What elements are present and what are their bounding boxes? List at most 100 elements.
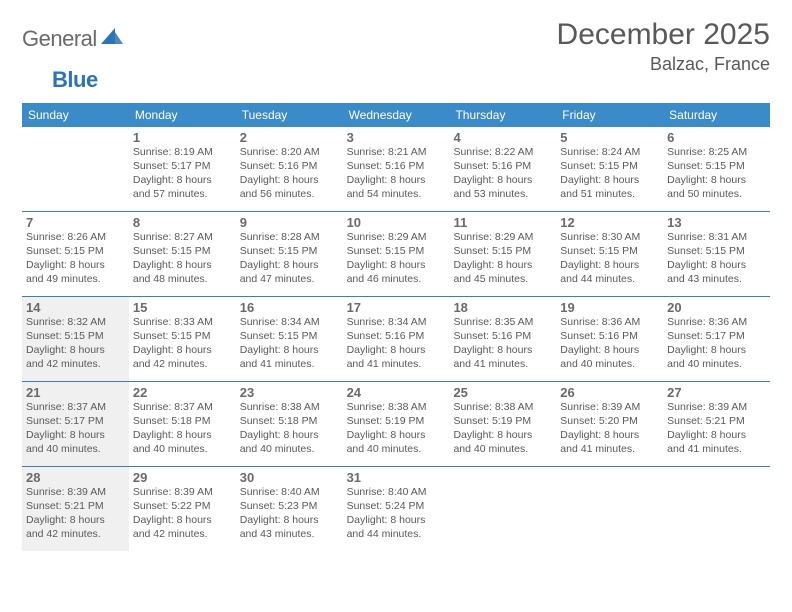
sunset-text: Sunset: 5:16 PM bbox=[240, 160, 339, 174]
daylight-text: Daylight: 8 hours and 56 minutes. bbox=[240, 174, 339, 202]
daylight-text: Daylight: 8 hours and 51 minutes. bbox=[560, 174, 659, 202]
day-info: Sunrise: 8:34 AMSunset: 5:16 PMDaylight:… bbox=[347, 316, 446, 371]
logo-triangle-icon bbox=[101, 28, 123, 51]
calendar-cell: 11Sunrise: 8:29 AMSunset: 5:15 PMDayligh… bbox=[449, 212, 556, 296]
sunset-text: Sunset: 5:15 PM bbox=[26, 245, 125, 259]
brand-text-1: General bbox=[22, 26, 97, 52]
sunrise-text: Sunrise: 8:19 AM bbox=[133, 146, 232, 160]
sunrise-text: Sunrise: 8:37 AM bbox=[133, 401, 232, 415]
sunset-text: Sunset: 5:15 PM bbox=[26, 330, 125, 344]
sunset-text: Sunset: 5:15 PM bbox=[453, 245, 552, 259]
calendar-week: 1Sunrise: 8:19 AMSunset: 5:17 PM Daylight… bbox=[22, 127, 770, 212]
location: Balzac, France bbox=[557, 54, 770, 75]
calendar-cell: 20Sunrise: 8:36 AMSunset: 5:17 PMDayligh… bbox=[663, 297, 770, 381]
calendar-cell: 7Sunrise: 8:26 AMSunset: 5:15 PMDaylight… bbox=[22, 212, 129, 296]
day-info: Sunrise: 8:36 AMSunset: 5:17 PMDaylight:… bbox=[667, 316, 766, 371]
day-info: Sunrise: 8:31 AMSunset: 5:15 PMDaylight:… bbox=[667, 231, 766, 286]
sunset-text: Sunset: 5:19 PM bbox=[453, 415, 552, 429]
day-number: 10 bbox=[347, 215, 446, 230]
daylight-text: Daylight: 8 hours and 46 minutes. bbox=[347, 259, 446, 287]
sunrise-text: Sunrise: 8:36 AM bbox=[667, 316, 766, 330]
day-number: 19 bbox=[560, 300, 659, 315]
calendar-cell bbox=[663, 467, 770, 551]
day-number: 1 bbox=[133, 130, 232, 145]
calendar-cell bbox=[22, 127, 129, 211]
calendar-cell: 8Sunrise: 8:27 AMSunset: 5:15 PMDaylight… bbox=[129, 212, 236, 296]
weekday-label: Friday bbox=[556, 103, 663, 127]
weekday-label: Wednesday bbox=[343, 103, 450, 127]
day-number: 8 bbox=[133, 215, 232, 230]
sunset-text: Sunset: 5:23 PM bbox=[240, 500, 339, 514]
sunrise-text: Sunrise: 8:27 AM bbox=[133, 231, 232, 245]
day-number: 5 bbox=[560, 130, 659, 145]
day-number: 26 bbox=[560, 385, 659, 400]
daylight-text: Daylight: 8 hours and 44 minutes. bbox=[347, 514, 446, 542]
calendar-cell: 25Sunrise: 8:38 AMSunset: 5:19 PMDayligh… bbox=[449, 382, 556, 466]
calendar-cell: 6Sunrise: 8:25 AMSunset: 5:15 PMDaylight… bbox=[663, 127, 770, 211]
sunrise-text: Sunrise: 8:29 AM bbox=[453, 231, 552, 245]
sunrise-text: Sunrise: 8:39 AM bbox=[133, 486, 232, 500]
daylight-text: Daylight: 8 hours and 41 minutes. bbox=[453, 344, 552, 372]
title-block: December 2025 Balzac, France bbox=[557, 18, 770, 75]
day-info: Sunrise: 8:34 AMSunset: 5:15 PMDaylight:… bbox=[240, 316, 339, 371]
day-number: 3 bbox=[347, 130, 446, 145]
calendar-week: 21Sunrise: 8:37 AMSunset: 5:17 PMDayligh… bbox=[22, 382, 770, 467]
sunset-text: Sunset: 5:15 PM bbox=[133, 245, 232, 259]
sunrise-text: Sunrise: 8:22 AM bbox=[453, 146, 552, 160]
sunrise-text: Sunrise: 8:29 AM bbox=[347, 231, 446, 245]
weekday-label: Saturday bbox=[663, 103, 770, 127]
brand-logo: General bbox=[22, 18, 127, 52]
calendar-cell: 16Sunrise: 8:34 AMSunset: 5:15 PMDayligh… bbox=[236, 297, 343, 381]
day-info: Sunrise: 8:20 AMSunset: 5:16 PMDaylight:… bbox=[240, 146, 339, 201]
calendar-cell: 2Sunrise: 8:20 AMSunset: 5:16 PMDaylight… bbox=[236, 127, 343, 211]
day-info: Sunrise: 8:40 AMSunset: 5:24 PMDaylight:… bbox=[347, 486, 446, 541]
daylight-text: Daylight: 8 hours and 41 minutes. bbox=[667, 429, 766, 457]
daylight-text: Daylight: 8 hours and 53 minutes. bbox=[453, 174, 552, 202]
day-info: Sunrise: 8:40 AMSunset: 5:23 PMDaylight:… bbox=[240, 486, 339, 541]
daylight-text: Daylight: 8 hours and 40 minutes. bbox=[347, 429, 446, 457]
day-info: Sunrise: 8:32 AMSunset: 5:15 PMDaylight:… bbox=[26, 316, 125, 371]
day-number: 21 bbox=[26, 385, 125, 400]
weekday-label: Monday bbox=[129, 103, 236, 127]
sunset-text: Sunset: 5:15 PM bbox=[667, 160, 766, 174]
calendar-cell: 3Sunrise: 8:21 AMSunset: 5:16 PMDaylight… bbox=[343, 127, 450, 211]
day-info: Sunrise: 8:33 AMSunset: 5:15 PMDaylight:… bbox=[133, 316, 232, 371]
day-info: Sunrise: 8:36 AMSunset: 5:16 PMDaylight:… bbox=[560, 316, 659, 371]
sunset-text: Sunset: 5:16 PM bbox=[347, 330, 446, 344]
day-number: 24 bbox=[347, 385, 446, 400]
calendar-cell: 5Sunrise: 8:24 AMSunset: 5:15 PMDaylight… bbox=[556, 127, 663, 211]
day-number: 15 bbox=[133, 300, 232, 315]
sunrise-text: Sunrise: 8:32 AM bbox=[26, 316, 125, 330]
sunrise-text: Sunrise: 8:34 AM bbox=[240, 316, 339, 330]
day-number: 7 bbox=[26, 215, 125, 230]
sunrise-text: Sunrise: 8:40 AM bbox=[240, 486, 339, 500]
daylight-text: Daylight: 8 hours and 47 minutes. bbox=[240, 259, 339, 287]
day-number: 2 bbox=[240, 130, 339, 145]
calendar-cell: 31Sunrise: 8:40 AMSunset: 5:24 PMDayligh… bbox=[343, 467, 450, 551]
day-number: 11 bbox=[453, 215, 552, 230]
day-info: Sunrise: 8:25 AMSunset: 5:15 PMDaylight:… bbox=[667, 146, 766, 201]
day-number: 22 bbox=[133, 385, 232, 400]
day-number: 25 bbox=[453, 385, 552, 400]
sunset-text: Sunset: 5:18 PM bbox=[133, 415, 232, 429]
day-info: Sunrise: 8:22 AMSunset: 5:16 PMDaylight:… bbox=[453, 146, 552, 201]
sunset-text: Sunset: 5:15 PM bbox=[240, 330, 339, 344]
weekday-label: Tuesday bbox=[236, 103, 343, 127]
daylight-text: Daylight: 8 hours and 42 minutes. bbox=[133, 514, 232, 542]
calendar-cell: 4Sunrise: 8:22 AMSunset: 5:16 PMDaylight… bbox=[449, 127, 556, 211]
sunrise-text: Sunrise: 8:33 AM bbox=[133, 316, 232, 330]
calendar-cell: 30Sunrise: 8:40 AMSunset: 5:23 PMDayligh… bbox=[236, 467, 343, 551]
day-info: Sunrise: 8:39 AMSunset: 5:21 PMDaylight:… bbox=[667, 401, 766, 456]
daylight-text: Daylight: 8 hours and 44 minutes. bbox=[560, 259, 659, 287]
calendar-cell bbox=[449, 467, 556, 551]
daylight-text: Daylight: 8 hours and 40 minutes. bbox=[453, 429, 552, 457]
day-number: 16 bbox=[240, 300, 339, 315]
day-info: Sunrise: 8:27 AMSunset: 5:15 PMDaylight:… bbox=[133, 231, 232, 286]
day-info: Sunrise: 8:29 AMSunset: 5:15 PMDaylight:… bbox=[453, 231, 552, 286]
daylight-text: Daylight: 8 hours and 45 minutes. bbox=[453, 259, 552, 287]
calendar-cell: 29Sunrise: 8:39 AMSunset: 5:22 PMDayligh… bbox=[129, 467, 236, 551]
sunrise-text: Sunrise: 8:20 AM bbox=[240, 146, 339, 160]
sunset-text: Sunset: 5:17 PM bbox=[133, 160, 232, 174]
sunrise-text: Sunrise: 8:21 AM bbox=[347, 146, 446, 160]
day-number: 31 bbox=[347, 470, 446, 485]
